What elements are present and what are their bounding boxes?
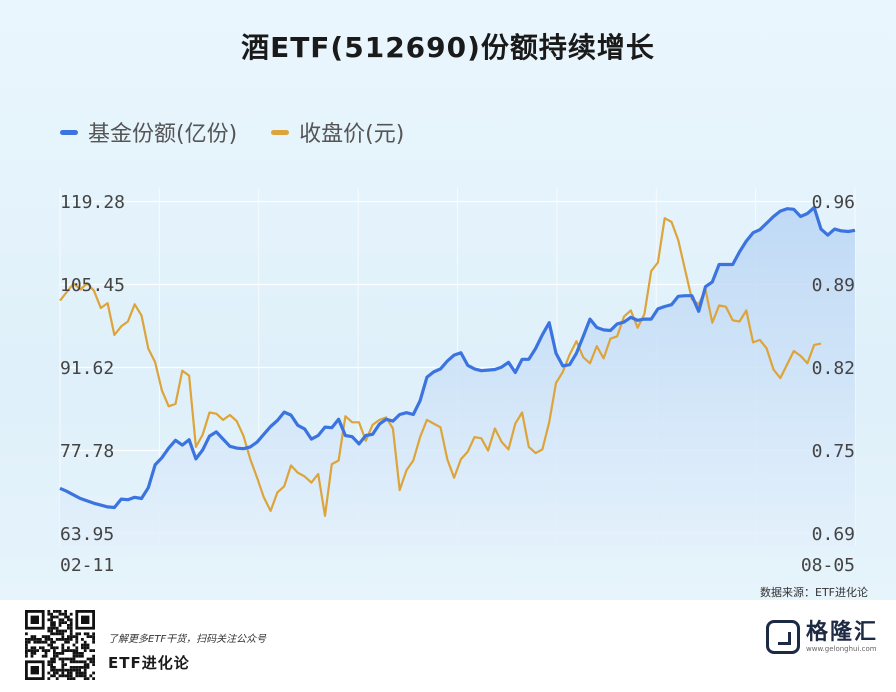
promo-text: 了解更多ETF干货，扫码关注公众号 — [108, 634, 267, 645]
legend-item-shares[interactable]: 基金份额(亿份) — [60, 116, 237, 148]
x-tick-label-end: 08-05 — [801, 555, 855, 576]
y-left-tick-label: 63.95 — [60, 524, 114, 545]
y-right-tick-label: 0.75 — [812, 441, 855, 462]
chart-title: 酒ETF(512690)份额持续增长 — [241, 31, 655, 64]
logo-url: www.gelonghui.com — [806, 645, 877, 653]
legend-marker-price — [271, 129, 290, 135]
legend-label-shares: 基金份额(亿份) — [88, 122, 238, 147]
legend: 基金份额(亿份) 收盘价(元) — [60, 116, 438, 148]
gelonghui-logo[interactable]: 格隆汇 www.gelonghui.com — [766, 620, 878, 654]
shares-line — [59, 205, 856, 510]
y-left-tick-label: 105.45 — [60, 275, 125, 296]
legend-label-price: 收盘价(元) — [299, 122, 405, 147]
x-tick-label-start: 02-11 — [60, 555, 114, 576]
source-note: 数据来源：ETF进化论 — [760, 586, 868, 599]
tick-labels: 119.28 105.45 91.62 77.78 63.95 0.96 0.89 0.82 0… — [60, 192, 855, 576]
chart-plot: 119.28 105.45 91.62 77.78 63.95 0.96 0.89 0.82 0… — [59, 192, 856, 576]
legend-marker-shares — [60, 129, 78, 135]
gelonghui-logo-icon — [766, 620, 800, 654]
y-right-tick-label: 0.96 — [812, 192, 855, 213]
y-right-tick-label: 0.82 — [812, 358, 855, 379]
y-right-tick-label: 0.89 — [812, 275, 855, 296]
y-left-tick-label: 77.78 — [60, 441, 114, 462]
legend-item-price[interactable]: 收盘价(元) — [271, 116, 404, 148]
y-left-tick-label: 91.62 — [60, 358, 114, 379]
footer: 了解更多ETF干货，扫码关注公众号 ETF进化论 格隆汇 www.gelongh… — [0, 600, 896, 692]
qr-code-icon[interactable] — [25, 610, 95, 680]
brand-name: ETF进化论 — [108, 654, 190, 672]
logo-name: 格隆汇 — [806, 620, 879, 645]
y-right-tick-label: 0.69 — [812, 524, 855, 545]
shares-area-fill — [60, 207, 855, 546]
y-left-tick-label: 119.28 — [60, 192, 125, 213]
